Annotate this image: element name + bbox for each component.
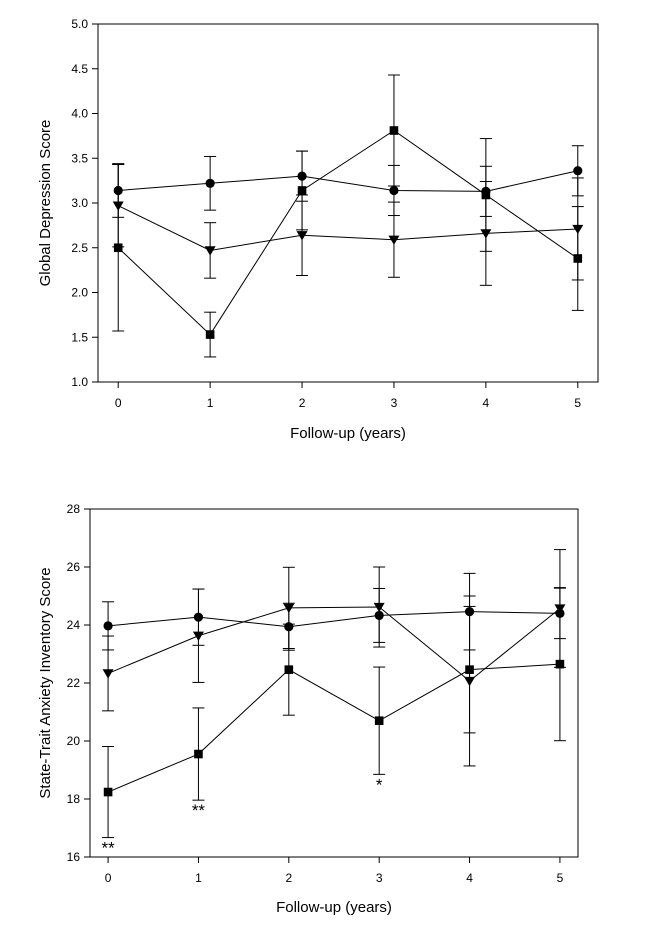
y-tick-label: 4.5: [71, 62, 88, 76]
x-tick-label: 1: [207, 396, 214, 410]
x-axis-title: Follow-up (years): [276, 899, 392, 916]
y-tick-label: 18: [67, 792, 81, 806]
data-point-square: [194, 749, 203, 759]
y-tick-label: 1.5: [71, 330, 88, 344]
y-tick-label: 1.0: [71, 375, 88, 389]
y-tick-label: 5.0: [71, 17, 88, 31]
series-square: [102, 587, 566, 839]
significance-marker: **: [192, 801, 206, 820]
data-point-square: [374, 716, 384, 725]
data-point-circle: [389, 185, 399, 196]
x-tick-label: 2: [285, 871, 292, 885]
x-tick-label: 5: [574, 396, 581, 410]
y-tick-label: 2.0: [71, 286, 88, 300]
significance-marker: *: [376, 775, 383, 794]
data-point-square: [389, 126, 399, 135]
data-point-square: [465, 665, 474, 674]
x-tick-label: 4: [483, 396, 490, 410]
series-line: [118, 205, 578, 251]
chart-2: 16 18 20 22 24 26 28 0 1 2 3 4 5 Follow-up (years) Sta…: [37, 502, 579, 916]
series-line: [118, 170, 578, 192]
x-tick-label: 0: [115, 396, 122, 410]
y-tick-label: 22: [67, 676, 81, 690]
series-line: [107, 606, 561, 682]
significance-marker: **: [101, 839, 115, 858]
data-point-triangle-down: [388, 235, 400, 245]
data-point-square: [103, 787, 113, 797]
data-point-triangle-down: [283, 603, 295, 614]
data-point-square: [205, 330, 215, 339]
data-point-square: [297, 186, 307, 195]
series-line: [107, 663, 560, 793]
data-point-circle: [103, 621, 113, 631]
series-square: [112, 74, 584, 358]
series-line: [117, 129, 579, 336]
data-point-triangle-down: [204, 246, 216, 256]
plot-frame: [89, 508, 579, 858]
chart-1: 1.0 1.5 2.0 2.5 3.0 3.5 4.0 4.5 5.0 0 1 2 3 4 5 Follow-…: [37, 17, 599, 442]
y-tick-label: 20: [67, 734, 81, 748]
data-point-square: [113, 243, 123, 253]
x-tick-label: 3: [391, 396, 398, 410]
y-tick-label: 28: [67, 502, 81, 516]
data-point-square: [555, 659, 565, 669]
y-tick-label: 3.5: [71, 151, 88, 165]
y-tick-label: 24: [67, 618, 81, 632]
plot-frame: [97, 23, 599, 383]
data-point-triangle-down: [192, 631, 204, 641]
y-axis-title: Global Depression Score: [37, 120, 54, 287]
y-tick-label: 3.0: [71, 196, 88, 210]
x-tick-label: 3: [376, 871, 383, 885]
series-triangle-down: [102, 549, 566, 767]
y-axis-title: State-Trait Anxiety Inventory Score: [37, 567, 54, 798]
x-tick-label: 0: [105, 871, 112, 885]
x-tick-label: 1: [195, 871, 202, 885]
data-point-square: [284, 665, 294, 674]
data-point-triangle-down: [373, 602, 385, 613]
data-point-square: [481, 190, 491, 200]
data-point-square: [573, 254, 583, 263]
x-tick-label: 5: [557, 871, 564, 885]
series-triangle-down: [112, 164, 584, 286]
x-tick-label: 2: [299, 396, 306, 410]
x-tick-label: 4: [466, 871, 473, 885]
y-tick-label: 4.0: [71, 107, 88, 121]
data-point-circle: [573, 166, 583, 176]
series-circle: [112, 145, 584, 218]
data-point-circle: [205, 178, 215, 188]
data-point-triangle-down: [102, 669, 114, 679]
series-line: [108, 611, 560, 628]
y-tick-label: 26: [67, 560, 81, 574]
y-tick-label: 2.5: [71, 241, 88, 255]
series-circle: [102, 572, 566, 651]
x-axis-title: Follow-up (years): [290, 425, 406, 442]
y-tick-label: 16: [67, 850, 81, 864]
data-point-triangle-down: [296, 231, 308, 241]
